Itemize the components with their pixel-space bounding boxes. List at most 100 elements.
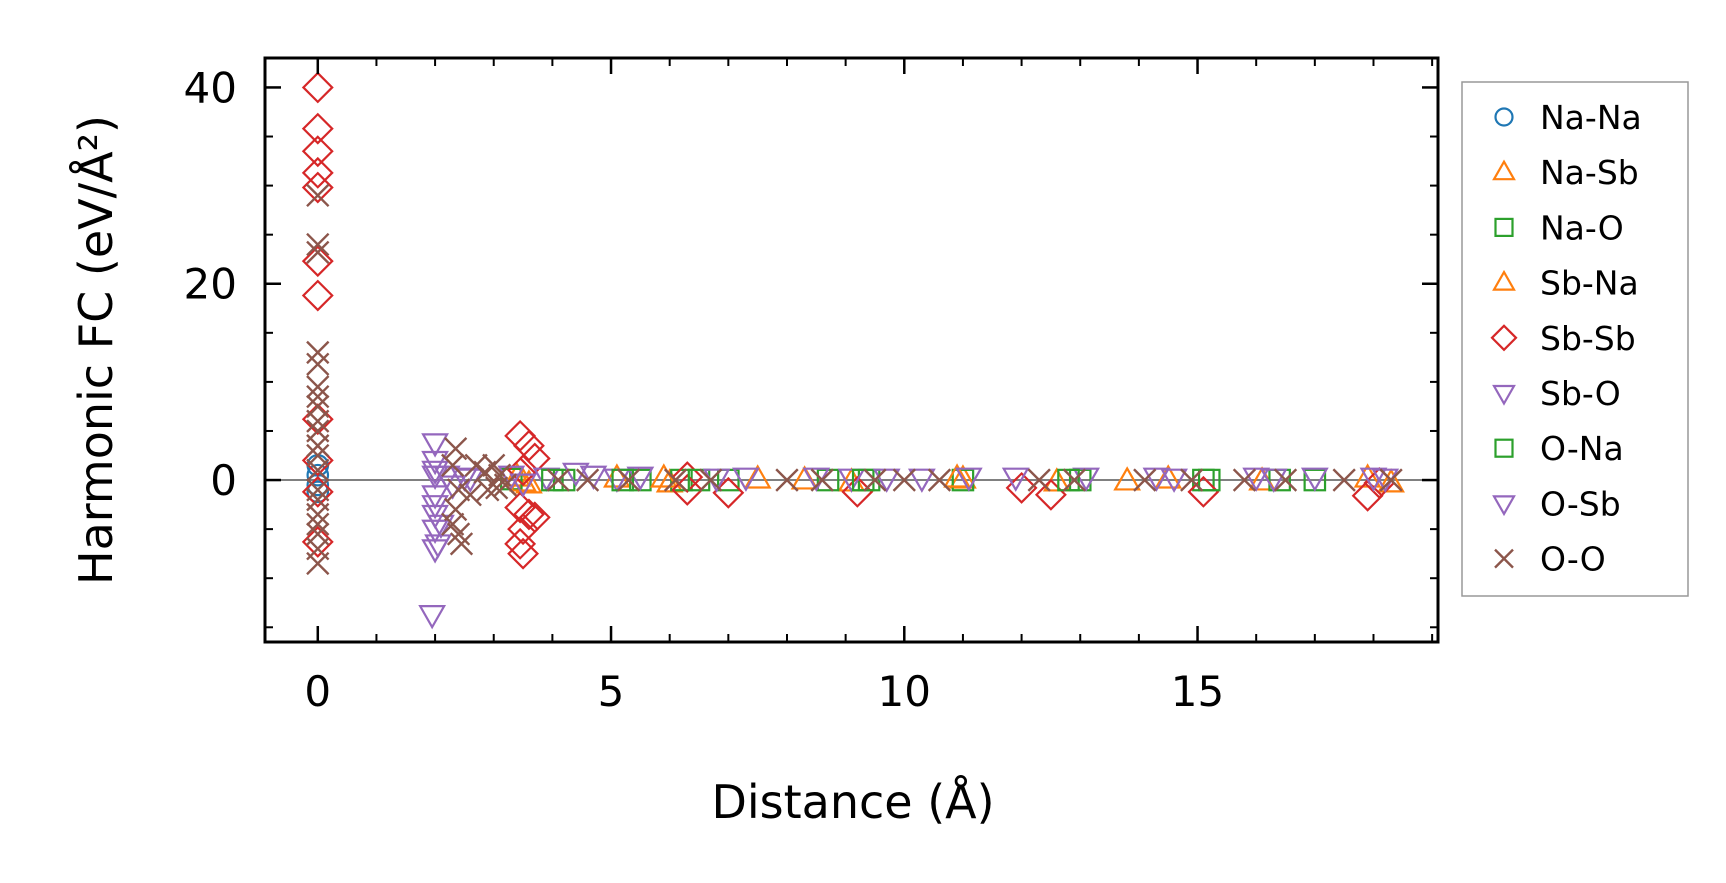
data-point [306, 340, 330, 365]
x-tick-label: 0 [304, 667, 331, 716]
data-point [1232, 468, 1257, 492]
legend-label: Na-O [1540, 208, 1624, 247]
data-point [306, 512, 330, 536]
data-point [663, 468, 688, 492]
data-point [507, 454, 540, 487]
legend-label: O-Na [1540, 429, 1624, 468]
data-point [306, 480, 330, 504]
data-point [306, 434, 330, 458]
data-point [1160, 468, 1188, 493]
data-point [306, 240, 330, 264]
data-point [306, 375, 330, 399]
legend-label: Na-Sb [1540, 153, 1639, 192]
data-point [1057, 468, 1080, 492]
data-point [732, 467, 760, 492]
data-point [575, 468, 600, 492]
data-point [954, 467, 983, 492]
data-point [626, 466, 655, 491]
legend-label: Sb-O [1540, 374, 1621, 413]
legend-marker [1492, 495, 1516, 517]
data-point [1379, 468, 1403, 492]
data-point [515, 469, 543, 494]
data-point [476, 478, 500, 502]
data-point [518, 501, 551, 534]
data-point [306, 352, 330, 376]
data-point [1377, 468, 1405, 493]
data-point [1001, 467, 1030, 492]
data-point [1300, 467, 1329, 492]
data-point [306, 478, 330, 502]
data-point [907, 468, 936, 493]
y-tick-label: 40 [184, 63, 237, 112]
x-axis-label: Distance (Å) [711, 775, 994, 829]
data-point [441, 453, 465, 477]
data-point [1062, 468, 1087, 492]
data-point [301, 279, 334, 312]
data-point [892, 468, 916, 492]
axes: 0 5 10 15 0 20 40 [184, 56, 1440, 716]
data-point [743, 464, 772, 489]
legend-marker [1492, 159, 1516, 181]
y-tick-label: 0 [210, 456, 237, 505]
legend-marker [1494, 548, 1514, 569]
data-point [493, 473, 518, 497]
data-point [306, 551, 330, 576]
data-point [1072, 467, 1100, 492]
plot-frame [263, 56, 1440, 644]
legend-marker [1494, 217, 1514, 237]
legend-marker [1494, 438, 1514, 458]
data-point [546, 468, 570, 492]
data-point [810, 468, 834, 492]
data-point [1259, 468, 1288, 493]
data-point [532, 467, 561, 492]
legend-label: Sb-Na [1540, 264, 1639, 303]
data-point [943, 463, 971, 488]
data-point [1180, 468, 1204, 492]
plot-area [265, 71, 1438, 630]
data-point [1142, 467, 1171, 492]
data-point [611, 468, 635, 492]
data-point [421, 460, 449, 486]
data-point [306, 409, 330, 433]
data-point [1027, 468, 1051, 492]
data-point [421, 433, 449, 458]
legend-marker [1492, 384, 1516, 406]
data-point [1113, 466, 1142, 491]
data-point [1359, 467, 1388, 492]
data-point [301, 71, 334, 104]
data-point [306, 384, 330, 409]
data-point [512, 498, 545, 531]
data-point [1133, 468, 1157, 492]
x-tick-label: 5 [598, 667, 625, 716]
data-point [872, 468, 901, 493]
data-point [509, 473, 537, 498]
data-point [671, 461, 704, 494]
data-point [699, 468, 723, 492]
data-point [449, 532, 474, 556]
data-point [421, 539, 449, 564]
data-point [1242, 467, 1271, 492]
legend-marker [1490, 324, 1518, 352]
data-point [418, 605, 447, 630]
data-point [671, 473, 704, 506]
data-point [301, 475, 334, 508]
legend-label: O-Sb [1540, 484, 1621, 523]
data-point [306, 463, 330, 487]
legend-label: Na-Na [1540, 98, 1642, 137]
data-point [504, 527, 537, 560]
data-point [863, 468, 887, 492]
x-tick-label: 15 [1171, 667, 1224, 716]
data-point [541, 468, 564, 492]
data-point [306, 183, 330, 208]
data-point [1273, 468, 1298, 492]
legend-label: O-O [1540, 540, 1606, 579]
legend-marker [1492, 269, 1516, 291]
x-tick-label: 10 [878, 667, 931, 716]
data-point [427, 514, 455, 540]
data-point [301, 135, 334, 168]
data-point [1187, 475, 1220, 508]
data-point [301, 112, 334, 145]
data-point [1197, 468, 1221, 492]
data-point [306, 232, 330, 257]
